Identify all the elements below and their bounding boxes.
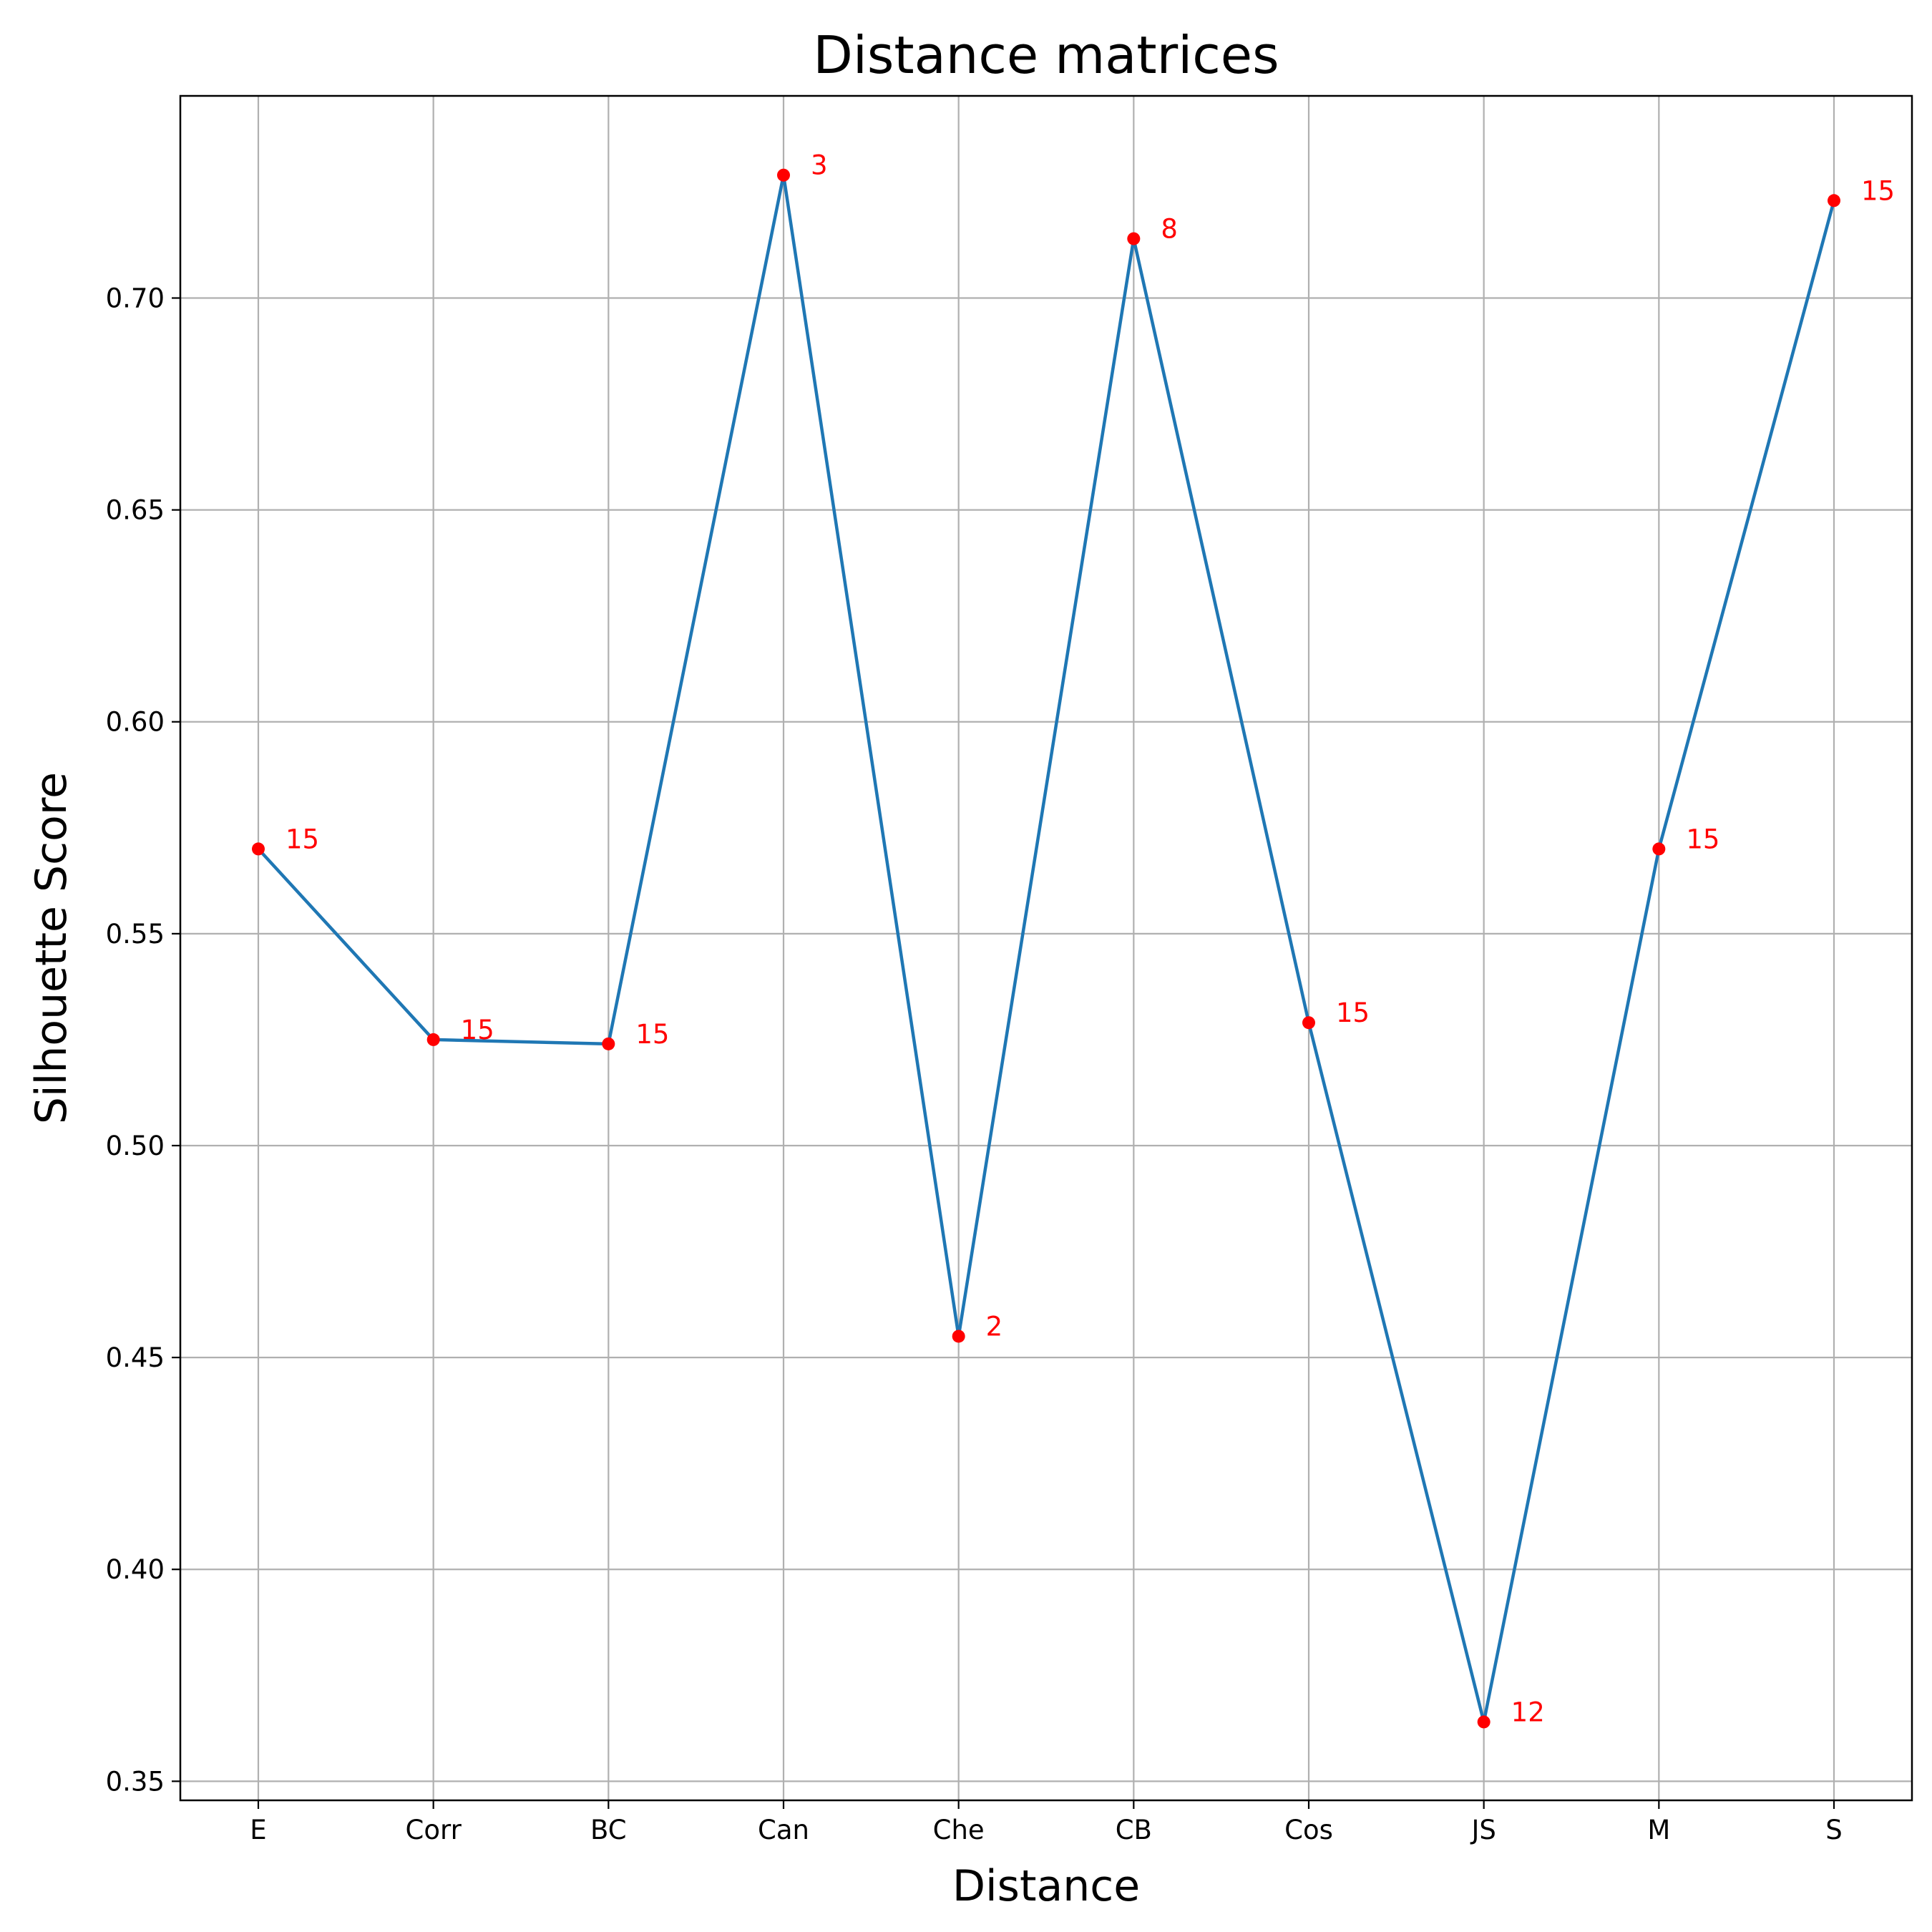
data-label: 15 (461, 1015, 494, 1045)
data-label: 15 (635, 1019, 669, 1050)
data-point (1652, 842, 1666, 856)
x-tick-label: E (250, 1815, 266, 1845)
plot-frame (179, 94, 1913, 1802)
data-point (952, 1330, 965, 1343)
y-tick-label: 0.65 (106, 495, 165, 526)
marker-layer (252, 168, 1840, 1729)
y-tick-label: 0.35 (106, 1766, 165, 1797)
data-label: 15 (1336, 997, 1370, 1028)
y-tick-label: 0.45 (106, 1342, 165, 1373)
data-point (1302, 1016, 1315, 1030)
y-tick-label: 0.60 (106, 707, 165, 738)
x-axis-ticks: E Corr BC Can Che CB Cos JS M S (250, 1800, 1843, 1845)
data-label: 3 (811, 150, 828, 181)
data-point (1477, 1715, 1491, 1729)
data-point (1828, 194, 1840, 208)
x-tick-label: CB (1116, 1815, 1152, 1845)
x-tick-label: Can (758, 1815, 809, 1845)
series-line (257, 173, 1836, 1724)
y-axis-label: Silhouette Score (26, 772, 77, 1124)
x-axis-label: Distance (952, 1861, 1140, 1911)
data-point (426, 1033, 440, 1046)
x-tick-label: Che (933, 1815, 985, 1845)
x-tick-label: JS (1470, 1815, 1496, 1845)
chart-title: Distance matrices (813, 25, 1279, 85)
x-tick-label: M (1647, 1815, 1670, 1845)
y-axis-ticks: 0.35 0.40 0.45 0.50 0.55 0.60 0.65 0.70 (106, 283, 180, 1797)
data-label: 12 (1511, 1697, 1545, 1727)
y-tick-label: 0.50 (106, 1131, 165, 1161)
y-tick-label: 0.55 (106, 919, 165, 950)
y-tick-label: 0.70 (106, 283, 165, 313)
data-label: 15 (286, 824, 319, 854)
series-layer (257, 173, 1836, 1724)
data-label: 8 (1161, 214, 1178, 245)
data-point (777, 168, 790, 182)
y-tick-label: 0.40 (106, 1554, 165, 1585)
data-label: 2 (986, 1311, 1003, 1342)
x-tick-label: S (1825, 1815, 1843, 1845)
x-tick-label: BC (590, 1815, 627, 1845)
data-label-layer: 15 15 15 3 2 8 15 12 15 15 (286, 150, 1895, 1728)
data-label: 15 (1861, 175, 1895, 206)
x-tick-label: Cos (1284, 1815, 1333, 1845)
data-point (1127, 232, 1141, 245)
x-tick-label: Corr (406, 1815, 462, 1845)
grid (180, 96, 1912, 1800)
data-point (602, 1037, 615, 1050)
data-point (252, 842, 265, 856)
data-label: 15 (1686, 824, 1719, 854)
